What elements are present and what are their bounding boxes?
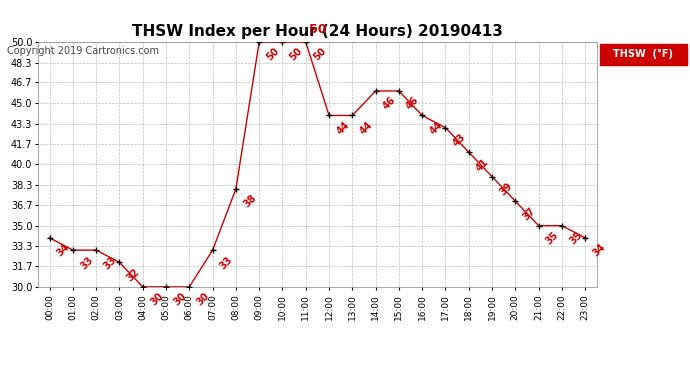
- Text: 44: 44: [358, 120, 375, 136]
- Text: THSW  (°F): THSW (°F): [613, 49, 673, 59]
- Text: 50: 50: [288, 46, 305, 63]
- Text: 50: 50: [311, 46, 328, 63]
- Text: 33: 33: [79, 254, 95, 271]
- Text: 30: 30: [172, 291, 188, 308]
- Text: 41: 41: [474, 156, 491, 173]
- Text: 32: 32: [125, 267, 141, 283]
- Text: 37: 37: [521, 206, 538, 222]
- Text: 33: 33: [101, 254, 119, 271]
- Text: 34: 34: [55, 242, 72, 259]
- Text: 30: 30: [195, 291, 212, 308]
- Text: 38: 38: [241, 193, 258, 210]
- Text: 50: 50: [265, 46, 282, 63]
- Text: 50: 50: [308, 24, 326, 36]
- Text: 39: 39: [497, 181, 514, 198]
- Text: 43: 43: [451, 132, 468, 148]
- Text: 46: 46: [404, 95, 421, 112]
- Text: 35: 35: [567, 230, 584, 246]
- Text: 44: 44: [428, 120, 444, 136]
- Text: 44: 44: [335, 120, 351, 136]
- Text: 30: 30: [148, 291, 165, 308]
- Text: 34: 34: [591, 242, 607, 259]
- Text: Copyright 2019 Cartronics.com: Copyright 2019 Cartronics.com: [7, 46, 159, 56]
- Title: THSW Index per Hour (24 Hours) 20190413: THSW Index per Hour (24 Hours) 20190413: [132, 24, 503, 39]
- Text: 35: 35: [544, 230, 561, 246]
- Text: 33: 33: [218, 254, 235, 271]
- Text: 46: 46: [381, 95, 398, 112]
